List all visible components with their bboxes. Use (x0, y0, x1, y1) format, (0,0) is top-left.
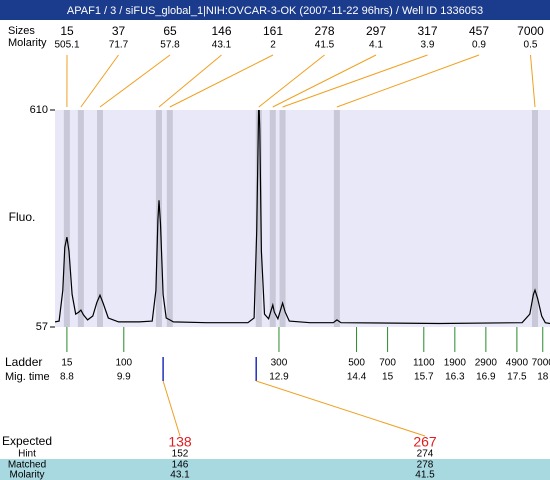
ladder-size: 2900 (475, 358, 498, 369)
row-label: Sizes (8, 25, 35, 37)
peak-connector (158, 54, 222, 108)
peak-molarity: 41.5 (315, 40, 335, 51)
ladder-size: 700 (379, 358, 396, 369)
ladder-time: 16.3 (445, 372, 465, 383)
peak-connector (282, 54, 428, 108)
peak-molarity: 3.9 (421, 40, 435, 51)
expected-size: 138 (168, 434, 192, 450)
peak-connector (99, 54, 171, 108)
peak-connector (272, 54, 377, 108)
ladder-time: 8.8 (60, 372, 74, 383)
ladder-size: 7000 (532, 358, 550, 369)
peak-molarity: 0.5 (524, 40, 538, 51)
ladder-label: Mig. time (5, 371, 50, 383)
peak-molarity: 4.1 (369, 40, 383, 51)
matched-molarity: 43.1 (170, 470, 190, 480)
peak-molarity: 71.7 (109, 40, 129, 51)
match-connector (256, 380, 426, 437)
peak-band (255, 110, 262, 327)
ladder-size: 300 (271, 358, 288, 369)
ladder-time: 16.9 (476, 372, 496, 383)
peak-band (77, 110, 84, 327)
peak-band (166, 110, 173, 327)
ladder-time: 17.5 (507, 372, 527, 383)
peak-connector (336, 54, 480, 108)
table-band (0, 459, 550, 480)
ladder-label: Ladder (5, 355, 42, 369)
peak-connector (80, 54, 119, 108)
peak-size: 65 (163, 24, 177, 38)
match-label: Hint (18, 449, 36, 460)
matched-size: 146 (172, 460, 189, 471)
peak-band (532, 110, 538, 327)
peak-connector (530, 54, 536, 108)
match-connector (162, 380, 181, 437)
ladder-size: 4900 (506, 358, 529, 369)
peak-band (155, 110, 162, 327)
peak-molarity: 2 (270, 40, 276, 51)
row-label: Molarity (8, 37, 47, 49)
match-label: Matched (8, 460, 46, 471)
peak-size: 15 (60, 24, 74, 38)
peak-size: 317 (417, 24, 437, 38)
peak-connector (258, 54, 325, 108)
hint-size: 152 (172, 449, 189, 460)
ladder-size: 500 (348, 358, 365, 369)
y-tick-label: 610 (30, 104, 48, 116)
peak-size: 278 (314, 24, 334, 38)
peak-molarity: 505.1 (54, 40, 79, 51)
peak-molarity: 43.1 (212, 40, 232, 51)
matched-size: 278 (417, 460, 434, 471)
expected-size: 267 (413, 434, 437, 450)
ladder-time: 12.9 (269, 372, 289, 383)
match-label: Expected (2, 434, 52, 448)
peak-size: 7000 (517, 24, 544, 38)
hint-size: 274 (417, 449, 434, 460)
ladder-size: 15 (61, 358, 73, 369)
peak-band (97, 110, 103, 327)
ladder-time: 15.7 (414, 372, 434, 383)
ladder-size: 1900 (444, 358, 467, 369)
match-label: Molarity (9, 470, 44, 480)
peak-band (279, 110, 286, 327)
peak-connector (169, 54, 274, 108)
peak-size: 146 (211, 24, 231, 38)
peak-size: 37 (112, 24, 126, 38)
peak-size: 457 (469, 24, 489, 38)
peak-size: 297 (366, 24, 386, 38)
peak-size: 161 (263, 24, 283, 38)
peak-molarity: 57.8 (160, 40, 180, 51)
title-bar (0, 0, 550, 20)
y-tick-label: 57 (36, 321, 48, 333)
title: APAF1 / 3 / siFUS_global_1|NIH:OVCAR-3-O… (67, 5, 483, 17)
ladder-time: 15 (382, 372, 394, 383)
ladder-time: 9.9 (117, 372, 131, 383)
ladder-time: 14.4 (347, 372, 367, 383)
peak-band (269, 110, 276, 327)
plot-area (55, 110, 550, 327)
ladder-time: 18 (537, 372, 549, 383)
peak-band (63, 110, 70, 327)
peak-molarity: 0.9 (472, 40, 486, 51)
trace (55, 110, 550, 325)
matched-molarity: 41.5 (415, 470, 435, 480)
ladder-size: 1100 (413, 358, 435, 369)
y-label: Fluo. (9, 210, 36, 224)
peak-band (333, 110, 340, 327)
ladder-size: 100 (115, 358, 132, 369)
